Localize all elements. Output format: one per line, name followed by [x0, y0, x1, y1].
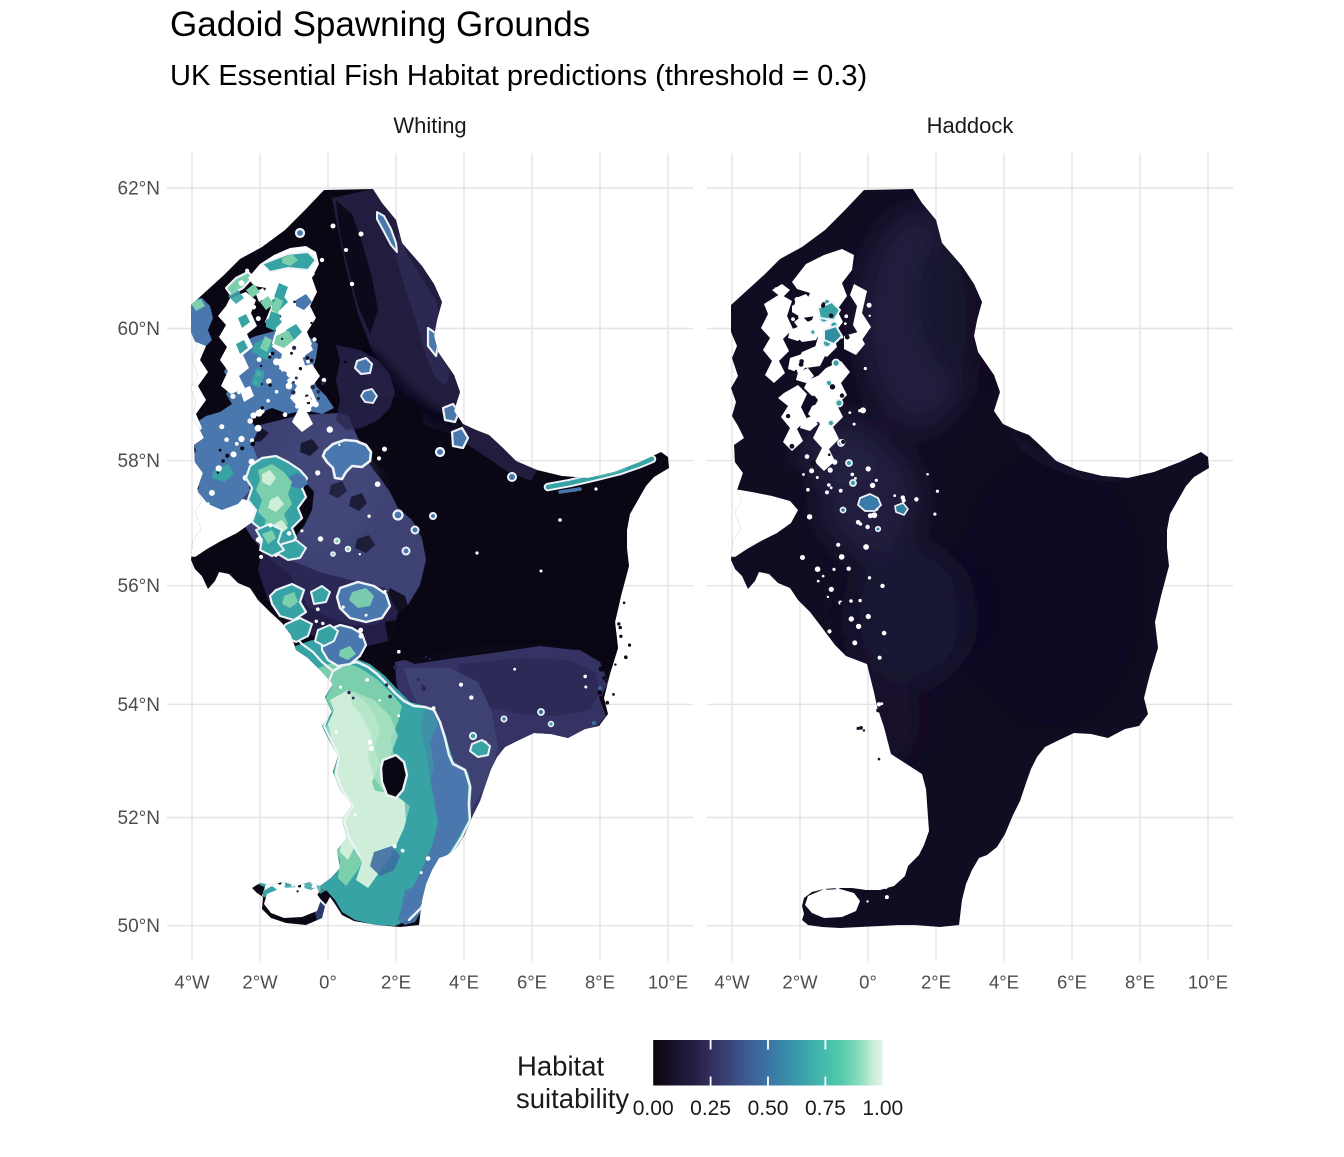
- svg-text:Gadoid Spawning Grounds: Gadoid Spawning Grounds: [170, 5, 590, 44]
- svg-text:4°W: 4°W: [714, 972, 750, 993]
- svg-text:0°: 0°: [859, 972, 877, 993]
- svg-text:56°N: 56°N: [118, 576, 160, 597]
- svg-text:suitability: suitability: [516, 1083, 629, 1114]
- svg-text:54°N: 54°N: [118, 695, 160, 716]
- svg-text:8°E: 8°E: [1125, 972, 1155, 993]
- svg-text:60°N: 60°N: [118, 319, 160, 340]
- svg-text:UK Essential Fish Habitat pred: UK Essential Fish Habitat predictions (t…: [170, 60, 867, 92]
- svg-text:52°N: 52°N: [118, 808, 160, 829]
- svg-text:62°N: 62°N: [118, 179, 160, 200]
- svg-text:8°E: 8°E: [585, 972, 615, 993]
- svg-text:2°W: 2°W: [782, 972, 818, 993]
- svg-text:2°W: 2°W: [242, 972, 278, 993]
- svg-text:10°E: 10°E: [648, 972, 688, 993]
- svg-text:4°E: 4°E: [989, 972, 1019, 993]
- svg-text:2°E: 2°E: [381, 972, 411, 993]
- svg-text:Haddock: Haddock: [927, 113, 1015, 138]
- svg-text:58°N: 58°N: [118, 451, 160, 472]
- svg-text:Habitat: Habitat: [517, 1051, 604, 1082]
- svg-text:0.25: 0.25: [690, 1097, 731, 1120]
- svg-text:6°E: 6°E: [517, 972, 547, 993]
- svg-text:1.00: 1.00: [862, 1097, 903, 1120]
- svg-text:0.00: 0.00: [633, 1097, 674, 1120]
- svg-text:2°E: 2°E: [921, 972, 951, 993]
- svg-text:4°E: 4°E: [449, 972, 479, 993]
- svg-text:Whiting: Whiting: [393, 113, 466, 138]
- svg-text:0°: 0°: [319, 972, 337, 993]
- svg-text:4°W: 4°W: [174, 972, 210, 993]
- svg-text:50°N: 50°N: [118, 916, 160, 937]
- svg-text:10°E: 10°E: [1188, 972, 1228, 993]
- svg-text:6°E: 6°E: [1057, 972, 1087, 993]
- svg-text:0.50: 0.50: [748, 1097, 789, 1120]
- svg-text:0.75: 0.75: [805, 1097, 846, 1120]
